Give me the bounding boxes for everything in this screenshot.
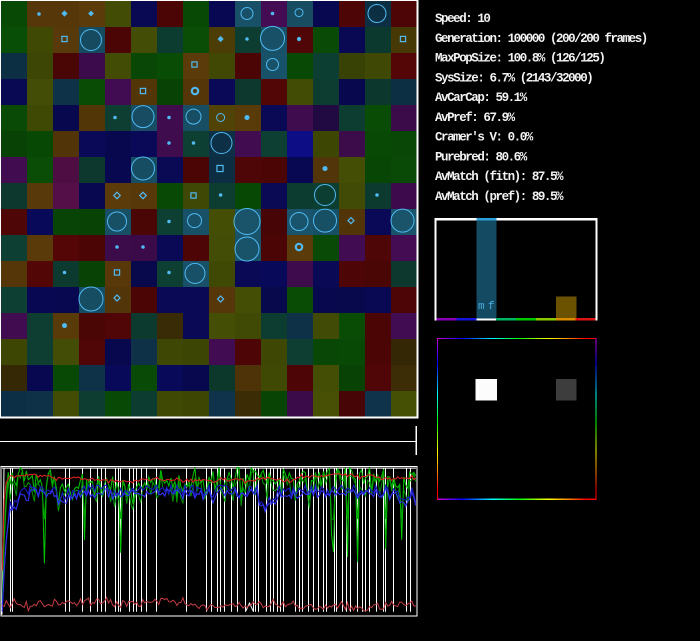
svg-text:AvMatch (pref): 89.5%: AvMatch (pref): 89.5% (435, 190, 564, 204)
svg-text:AvMatch (fitn): 87.5%: AvMatch (fitn): 87.5% (435, 170, 564, 184)
svg-text:Cramer's V: 0.0%: Cramer's V: 0.0% (435, 131, 534, 145)
svg-text:MaxPopSize: 100.8% (126/125): MaxPopSize: 100.8% (126/125) (435, 52, 604, 66)
svg-text:AvPref: 67.9%: AvPref: 67.9% (435, 111, 516, 125)
svg-text:Generation: 100000 (200/200 fr: Generation: 100000 (200/200 frames) (435, 32, 647, 46)
svg-text:Purebred: 80.6%: Purebred: 80.6% (435, 151, 528, 165)
svg-text:m: m (478, 301, 485, 313)
svg-text:AvCarCap: 59.1%: AvCarCap: 59.1% (435, 91, 528, 105)
svg-text:f: f (488, 301, 495, 313)
svg-text:Speed: 10: Speed: 10 (435, 12, 490, 26)
svg-text:SysSize: 6.7% (2143/32000): SysSize: 6.7% (2143/32000) (435, 71, 592, 85)
